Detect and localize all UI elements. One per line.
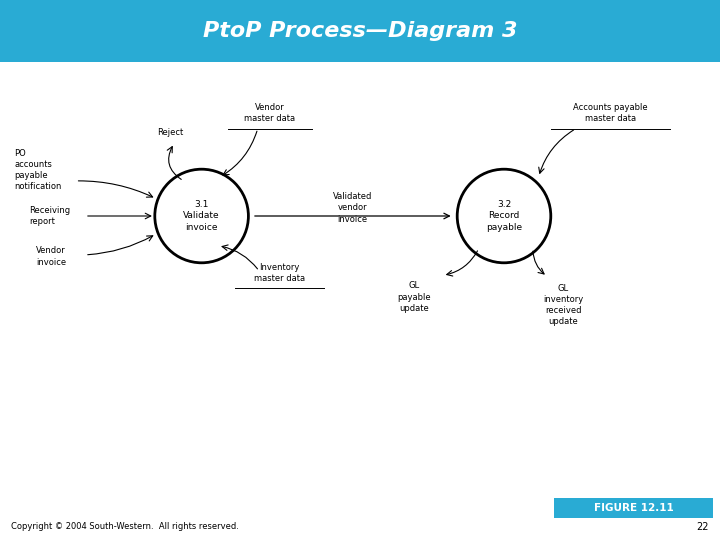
Text: 3.1
Validate
invoice: 3.1 Validate invoice [184, 200, 220, 232]
Bar [554, 498, 713, 518]
Text: 22: 22 [697, 522, 709, 531]
Text: Vendor
master data: Vendor master data [244, 103, 296, 124]
Text: GL
inventory
received
update: GL inventory received update [543, 284, 583, 326]
Text: 3.2
Record
payable: 3.2 Record payable [486, 200, 522, 232]
Text: FIGURE 12.11: FIGURE 12.11 [594, 503, 673, 513]
Text: Validated
vendor
invoice: Validated vendor invoice [333, 192, 372, 224]
Text: Copyright © 2004 South-Western.  All rights reserved.: Copyright © 2004 South-Western. All righ… [11, 522, 238, 531]
Text: Reject: Reject [157, 128, 183, 137]
Bar [0, 0, 720, 62]
Text: Accounts payable
master data: Accounts payable master data [573, 103, 648, 124]
Text: PO
accounts
payable
notification: PO accounts payable notification [14, 149, 62, 191]
Text: Receiving
report: Receiving report [29, 206, 70, 226]
Text: PtoP Process—Diagram 3: PtoP Process—Diagram 3 [203, 21, 517, 41]
Text: Vendor
invoice: Vendor invoice [36, 246, 66, 267]
Text: GL
payable
update: GL payable update [397, 281, 431, 313]
Text: Inventory
master data: Inventory master data [253, 262, 305, 283]
